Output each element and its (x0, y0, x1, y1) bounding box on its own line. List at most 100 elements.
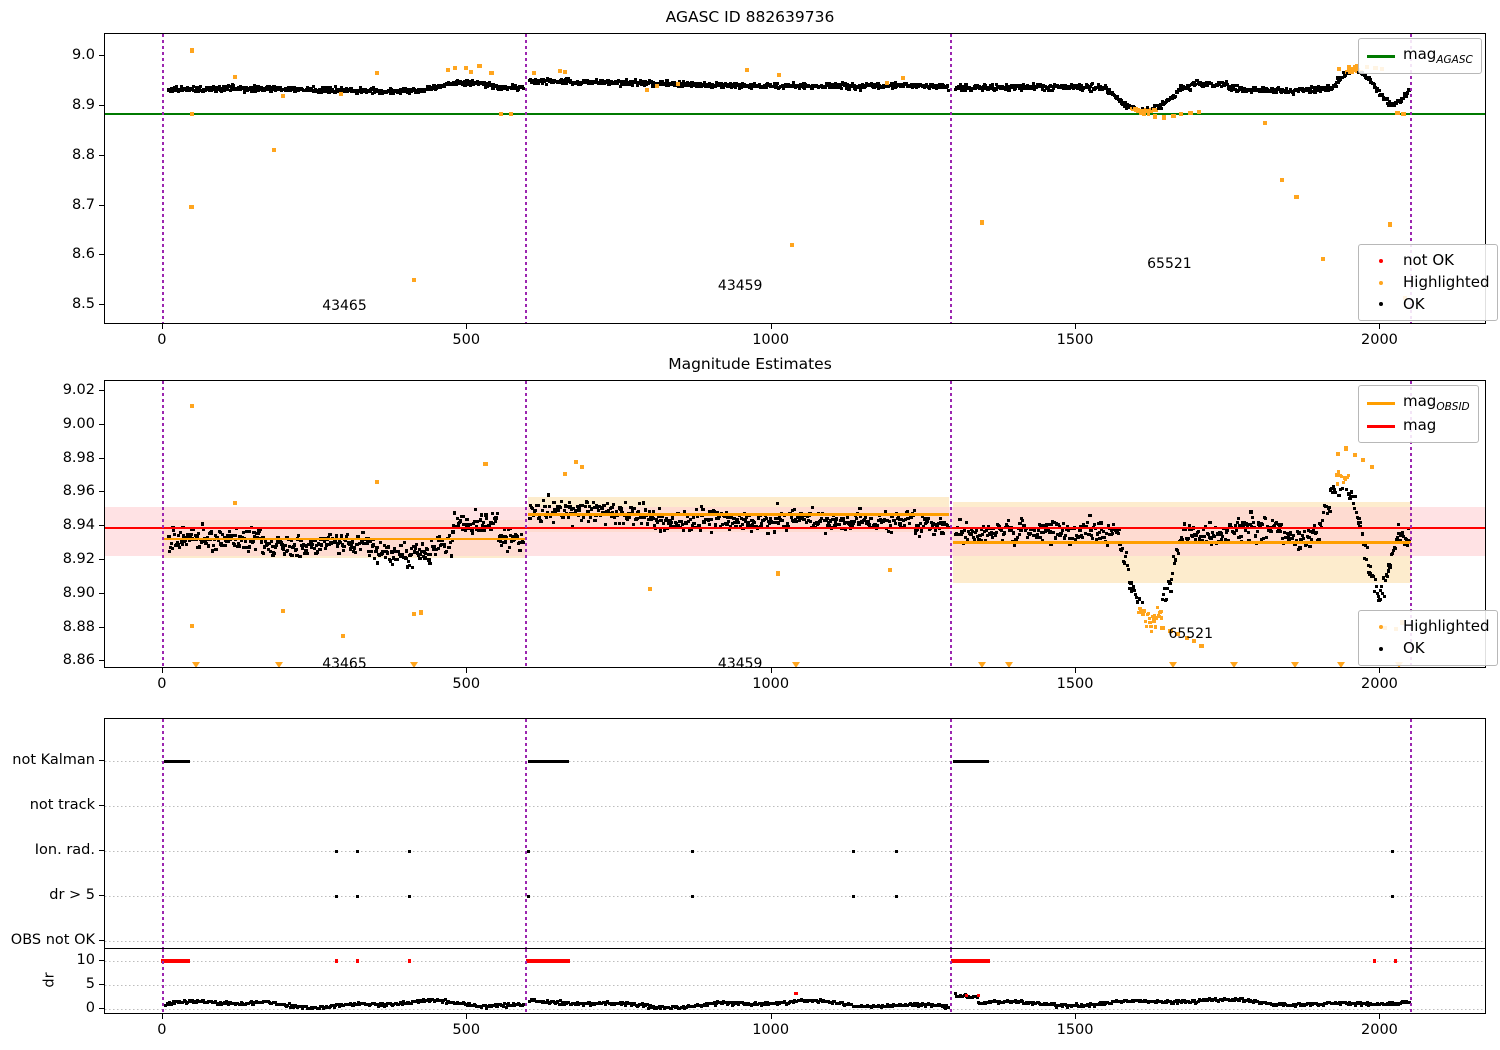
highlighted-point (1388, 222, 1393, 227)
magnitude-estimate-point (385, 546, 389, 550)
magnitude-estimate-point (663, 528, 667, 533)
magnitude-estimate-point (730, 521, 734, 525)
ion-rad-point (1391, 849, 1395, 853)
x-tick-mark (161, 668, 163, 673)
magnitude-estimate-point (1301, 534, 1305, 538)
magnitude-estimate-point (893, 522, 898, 526)
magnitude-estimate-point (677, 523, 681, 527)
magnitude-point (1176, 90, 1180, 95)
magnitude-point (928, 86, 932, 90)
magnitude-estimate-point (720, 511, 724, 515)
magnitude-estimate-point (680, 522, 685, 526)
magnitude-estimate-point (507, 545, 511, 549)
legend-item-mag: mag (1367, 415, 1470, 437)
dr-point (240, 1000, 243, 1004)
dr-point (1256, 999, 1260, 1003)
magnitude-estimate-point (1130, 590, 1134, 594)
magnitude-estimate-point (337, 551, 341, 556)
magnitude-point (372, 85, 376, 89)
magnitude-estimate-point (464, 523, 468, 527)
magnitude-point (1052, 83, 1057, 87)
magnitude-point (930, 82, 934, 86)
magnitude-point (729, 85, 733, 89)
x-tick-mark (1379, 1014, 1381, 1019)
magnitude-estimate-point (733, 520, 737, 525)
highlighted-point (1346, 65, 1351, 70)
magnitude-estimate-point (931, 521, 935, 525)
magnitude-estimate-point (458, 521, 462, 525)
magnitude-point (505, 87, 509, 92)
magnitude-estimate-point (1150, 629, 1154, 634)
magnitude-point (1022, 83, 1026, 87)
magnitude-estimate-point (434, 552, 438, 556)
highlighted-point (189, 48, 195, 53)
magnitude-estimate-point (1104, 531, 1108, 536)
magnitude-estimate-point (442, 542, 446, 546)
magnitude-point (861, 84, 866, 88)
magnitude-point (1352, 68, 1356, 72)
magnitude-estimate-point (344, 538, 348, 543)
magnitude-estimate-point (374, 549, 378, 553)
magnitude-estimate-point (722, 514, 726, 518)
magnitude-estimate-point (369, 550, 373, 554)
magnitude-estimate-point (391, 562, 395, 566)
magnitude-estimate-point (372, 557, 377, 561)
magnitude-point (1310, 85, 1314, 89)
magnitude-estimate-point (471, 531, 475, 535)
magnitude-estimate-point (1062, 522, 1066, 526)
magnitude-estimate-point (1101, 535, 1105, 540)
dr-point (833, 999, 837, 1003)
legend-mag-agasc: magAGASC (1358, 38, 1482, 75)
magnitude-estimate-point (1040, 531, 1044, 535)
magnitude-point (1363, 72, 1367, 76)
magnitude-estimate-point (1309, 529, 1313, 533)
magnitude-estimate-point (430, 545, 434, 549)
magnitude-point (512, 87, 516, 91)
magnitude-point (764, 86, 768, 90)
magnitude-estimate-point (893, 518, 897, 522)
y-tick-mark (99, 254, 104, 256)
magnitude-point (1304, 88, 1308, 93)
magnitude-estimate-point (210, 530, 214, 534)
magnitude-estimate-point (768, 522, 772, 526)
magnitude-estimate-point (453, 511, 457, 515)
dr-point (1021, 999, 1025, 1003)
magnitude-point (542, 78, 546, 82)
legend-item-ok: OK (1367, 638, 1489, 660)
magnitude-estimate-point (1281, 537, 1285, 541)
dr-point (1233, 999, 1237, 1003)
magnitude-estimate-point (1170, 578, 1174, 582)
magnitude-estimate-point (449, 554, 453, 558)
magnitude-estimate-point (605, 509, 609, 513)
grid-line (105, 761, 1485, 762)
magnitude-point (1198, 80, 1203, 84)
dr-point (304, 1005, 308, 1009)
magnitude-point (910, 82, 914, 87)
magnitude-estimate-point (1088, 513, 1092, 517)
magnitude-estimate-point (1219, 532, 1223, 536)
dr-point (736, 1003, 740, 1007)
dr-clipped-point (566, 959, 570, 963)
highlighted-estimate-point (562, 471, 567, 476)
obsid-divider (161, 719, 165, 948)
magnitude-point (1025, 86, 1029, 90)
dr-point (1036, 1000, 1040, 1004)
magnitude-estimate-point (572, 506, 576, 511)
magnitude-point (1210, 82, 1214, 86)
magnitude-estimate-point (1210, 543, 1214, 547)
highlighted-estimate-point (775, 571, 780, 576)
magnitude-estimate-point (727, 519, 731, 523)
magnitude-estimate-point (428, 561, 432, 566)
magnitude-point (1116, 97, 1121, 102)
magnitude-estimate-point (1252, 520, 1256, 524)
magnitude-point (551, 80, 555, 84)
magnitude-estimate-point (1048, 530, 1052, 534)
highlighted-point (1171, 113, 1176, 119)
magnitude-estimate-point (942, 532, 946, 536)
magnitude-point (708, 83, 713, 87)
magnitude-estimate-point (300, 544, 304, 548)
magnitude-estimate-point (268, 549, 273, 553)
magnitude-estimate-point (1077, 535, 1081, 539)
magnitude-point (1257, 87, 1261, 91)
magnitude-point (898, 82, 902, 86)
